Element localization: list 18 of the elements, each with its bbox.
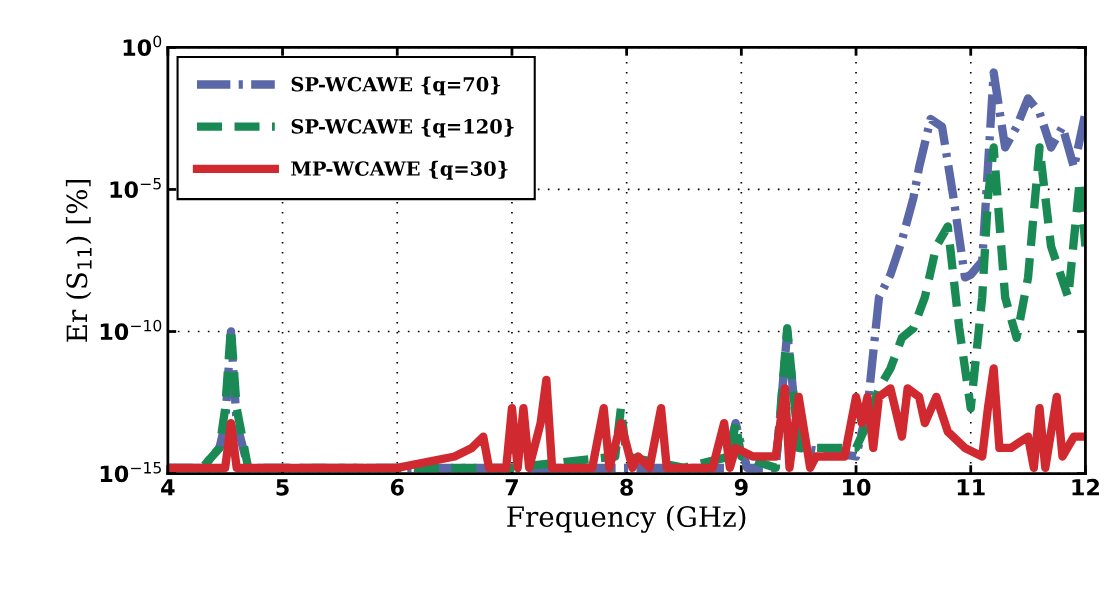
x-tick-label: 12 [1072, 478, 1099, 496]
x-tick-label: 4 [161, 479, 175, 496]
y-axis-title: Er (S$_{11}$) [%] [65, 180, 92, 342]
x-tick-label: 6 [390, 478, 404, 496]
legend-label: MP-WCAWE {q=30} [291, 160, 508, 180]
x-tick-label: 7 [505, 479, 518, 496]
legend-label: SP-WCAWE {q=70} [291, 76, 501, 96]
y-tick-label: 10$^{0}$ [123, 35, 162, 56]
x-axis-title: Frequency (GHz) [507, 505, 746, 533]
legend-label: SP-WCAWE {q=120} [291, 118, 514, 138]
x-tick-label: 5 [276, 479, 289, 496]
y-tick-label: 10$^{−10}$ [100, 319, 162, 341]
y-tick-label: 10$^{−15}$ [100, 462, 161, 483]
y-tick-label: 10$^{−5}$ [110, 177, 161, 199]
x-tick-label: 9 [734, 478, 748, 496]
x-tick-label: 10 [843, 478, 871, 496]
x-tick-label: 8 [620, 478, 633, 496]
x-tick-label: 11 [957, 479, 985, 496]
